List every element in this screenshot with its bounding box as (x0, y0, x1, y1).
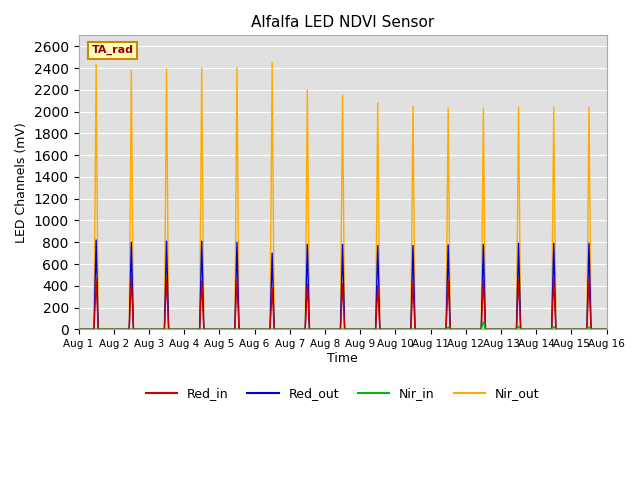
Y-axis label: LED Channels (mV): LED Channels (mV) (15, 122, 28, 243)
Legend: Red_in, Red_out, Nir_in, Nir_out: Red_in, Red_out, Nir_in, Nir_out (141, 383, 545, 406)
Text: TA_rad: TA_rad (92, 45, 134, 55)
X-axis label: Time: Time (327, 352, 358, 365)
Title: Alfalfa LED NDVI Sensor: Alfalfa LED NDVI Sensor (251, 15, 434, 30)
